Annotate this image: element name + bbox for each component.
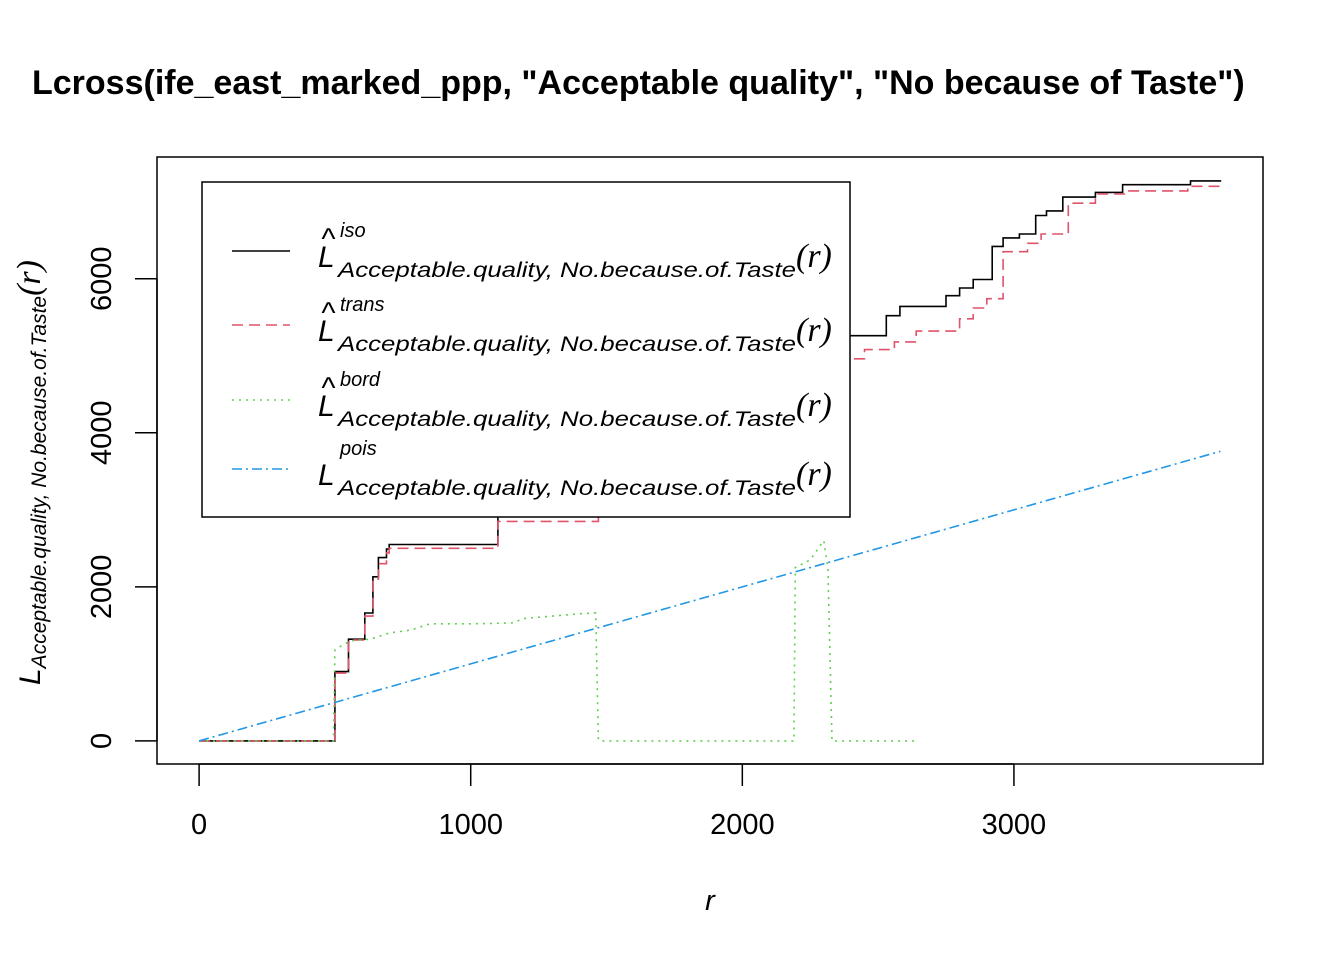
- y-axis-label-arg: (r): [11, 260, 48, 296]
- y-tick-label: 4000: [86, 401, 118, 466]
- y-tick-label: 2000: [86, 555, 118, 620]
- legend-label-iso-arg: (r): [796, 238, 832, 275]
- axes-layer: 0 1000 2000 3000 0 2000 4000 6000: [86, 246, 1046, 841]
- series-line-bord: [199, 538, 919, 742]
- legend-label-trans-main: L: [318, 315, 335, 348]
- legend-label-iso-sub: Acceptable.quality, No.because.of.Taste: [336, 259, 796, 282]
- svg-text:LAcceptable.quality, No.becaus: LAcceptable.quality, No.because.of.Taste…: [11, 260, 51, 685]
- y-tick-label: 0: [86, 733, 118, 749]
- legend-label-pois-sup: pois: [339, 438, 377, 460]
- legend-label-bord-sub: Acceptable.quality, No.because.of.Taste: [336, 408, 796, 431]
- y-axis-label: LAcceptable.quality, No.because.of.Taste…: [11, 260, 51, 685]
- legend-label-iso-sup: iso: [340, 220, 366, 242]
- legend-box: [201, 181, 851, 518]
- legend-label-pois-arg: (r): [796, 456, 832, 493]
- y-tick-label: 6000: [86, 246, 118, 311]
- legend-label-trans-hat: ^: [321, 297, 336, 330]
- y-axis-label-main: L: [14, 668, 47, 685]
- legend-label-bord-hat: ^: [321, 372, 336, 405]
- x-tick-label: 2000: [710, 809, 775, 841]
- legend-label-iso-main: L: [318, 241, 335, 274]
- legend-label-bord-main: L: [318, 390, 335, 423]
- x-tick-label: 3000: [982, 809, 1047, 841]
- x-tick-label: 1000: [438, 809, 503, 841]
- x-axis-label: r: [705, 885, 716, 917]
- legend-label-pois-main: L: [318, 459, 335, 492]
- y-axis-label-sub: Acceptable.quality, No.because.of.Taste: [28, 296, 51, 670]
- chart-title: Lcross(ife_east_marked_ppp, "Acceptable …: [32, 64, 1245, 102]
- legend-label-trans-arg: (r): [796, 312, 832, 349]
- x-tick-label: 0: [191, 809, 207, 841]
- legend-label-pois-sub: Acceptable.quality, No.because.of.Taste: [336, 477, 796, 500]
- legend-label-trans-sup: trans: [340, 294, 384, 316]
- legend-label-iso-hat: ^: [321, 223, 336, 256]
- legend-label-bord-sup: bord: [340, 369, 381, 391]
- series-line-pois: [198, 450, 1221, 742]
- legend-label-bord-arg: (r): [796, 387, 832, 424]
- legend-label-trans-sub: Acceptable.quality, No.because.of.Taste: [336, 333, 796, 356]
